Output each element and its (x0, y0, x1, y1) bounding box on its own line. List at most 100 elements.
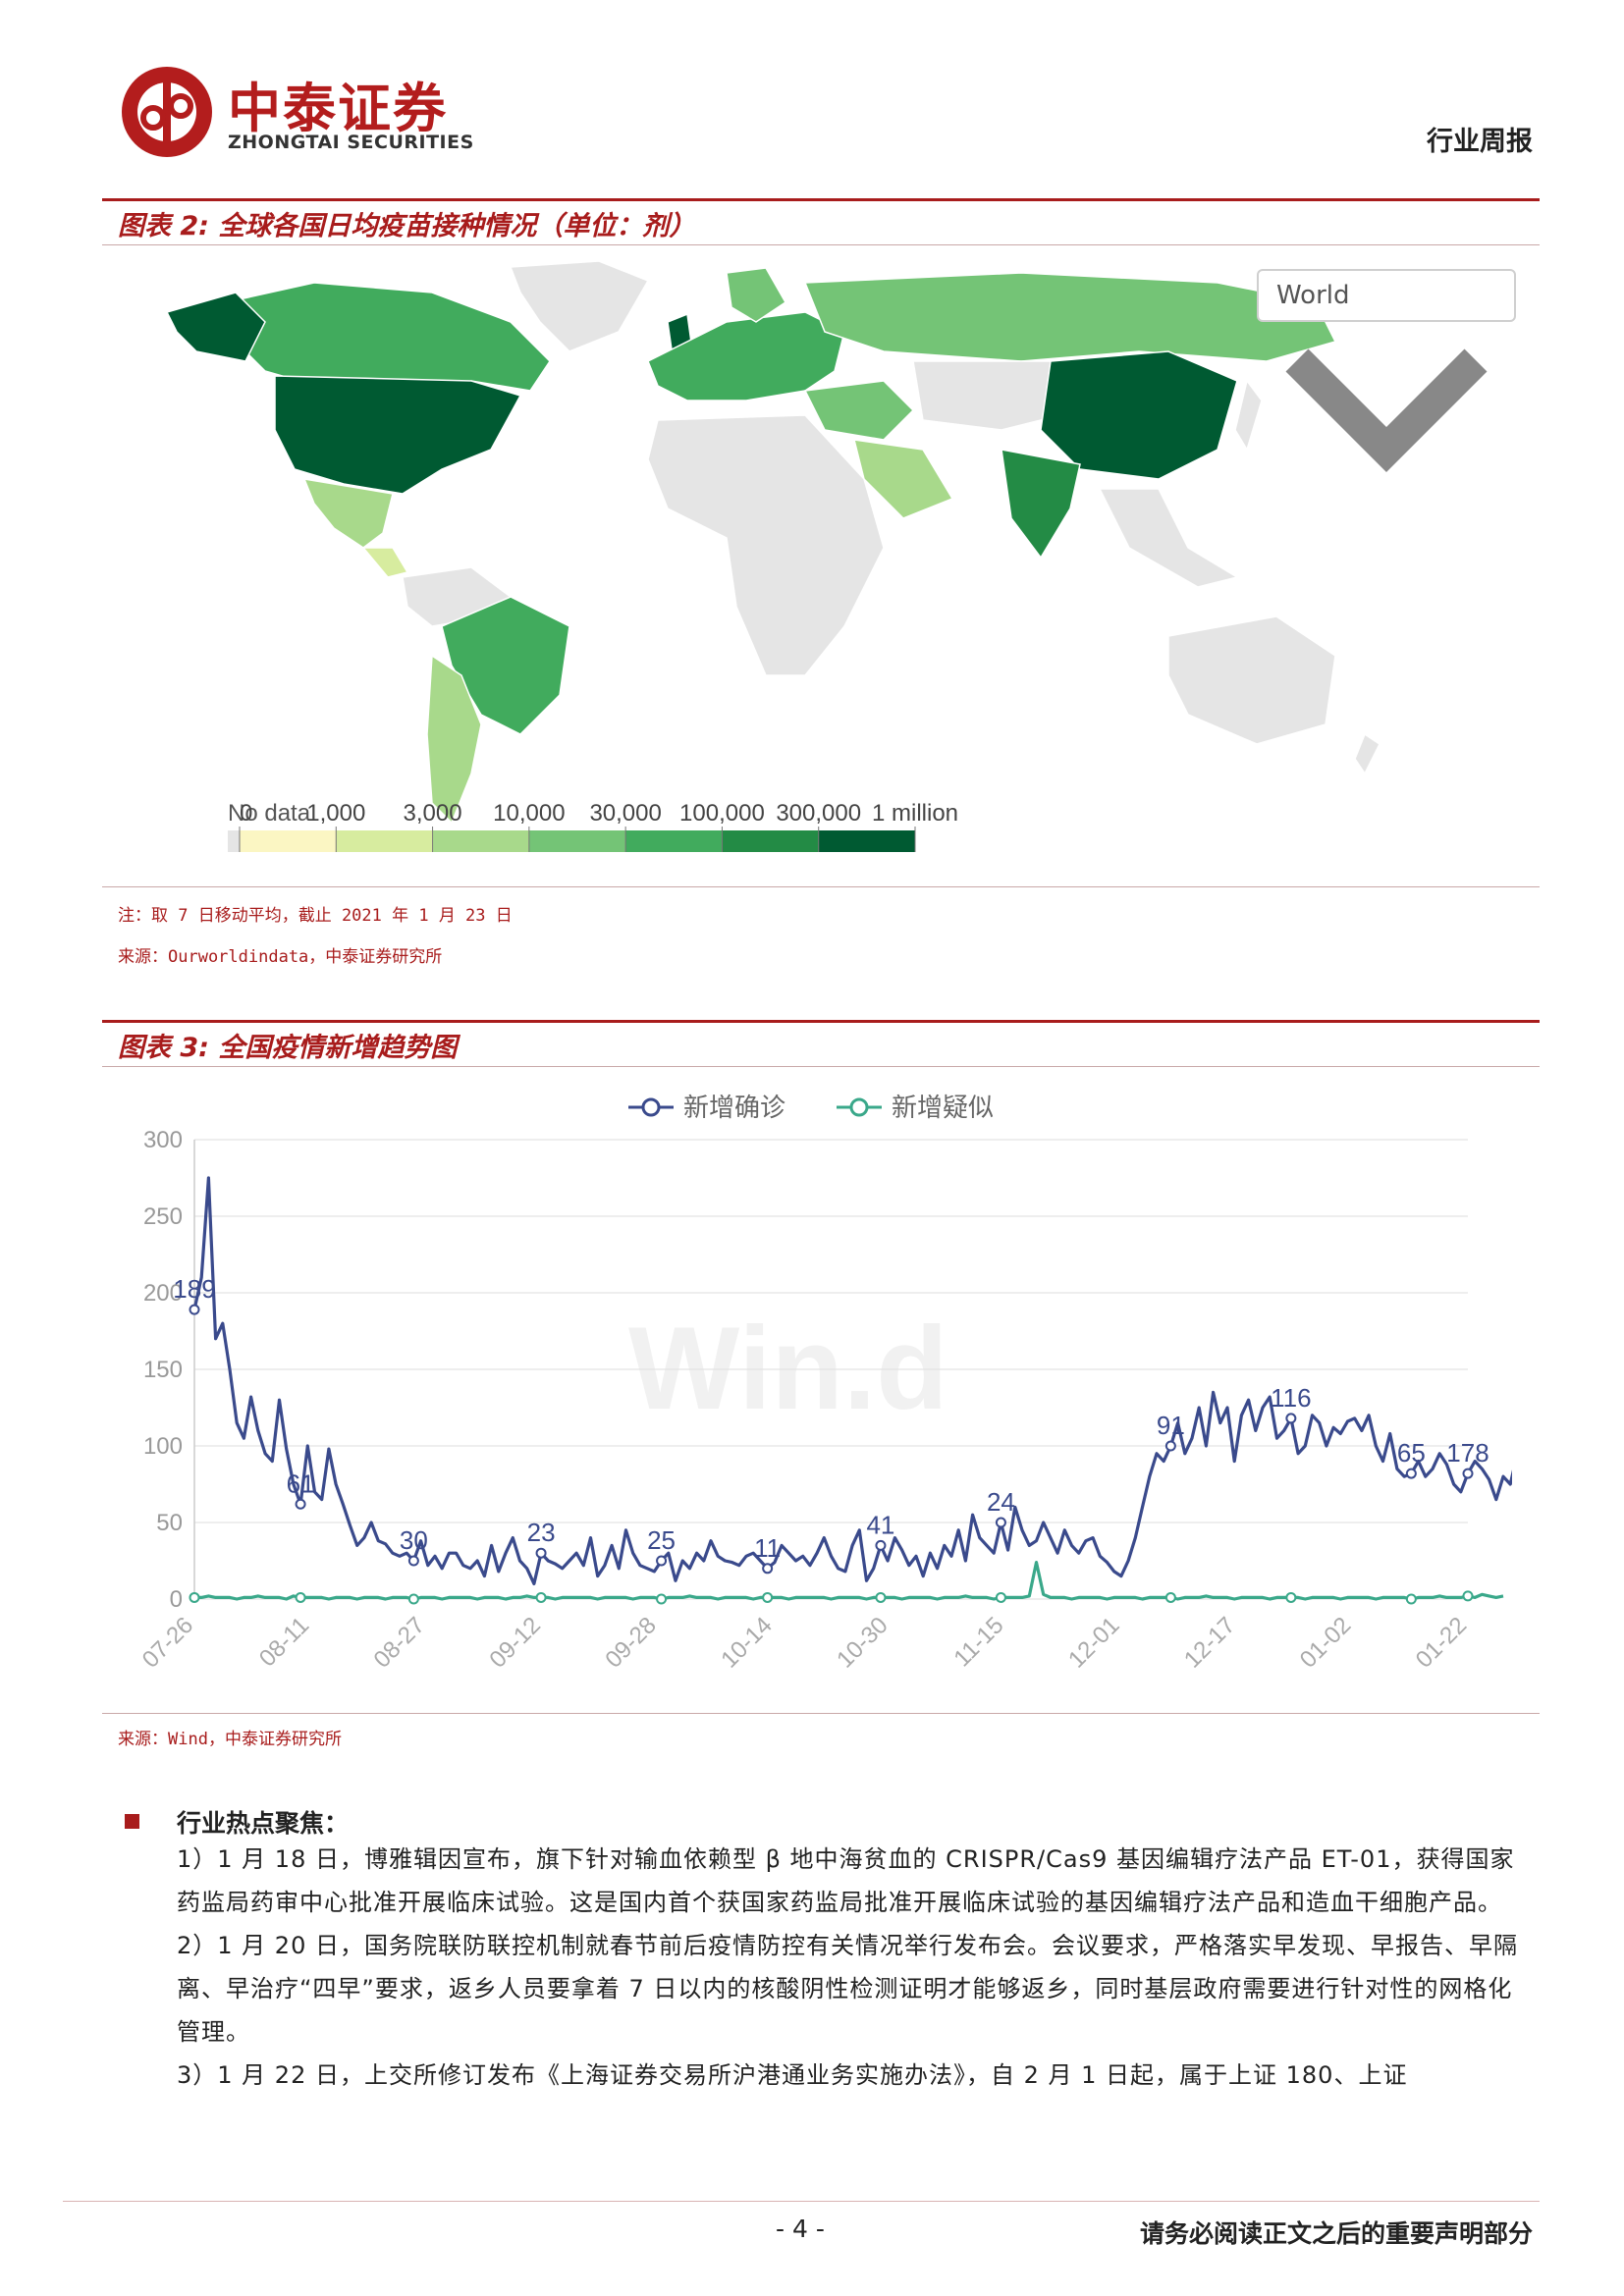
series-line-confirmed (192, 1176, 1512, 1585)
logo-english-name: ZHONGTAI SECURITIES (228, 132, 474, 153)
y-tick-label: 250 (143, 1203, 183, 1230)
epidemic-trend-chart: Win.d 0 50 100 150 200 250 300 07-26 08-11 08-27 0… (137, 1093, 1512, 1674)
x-tick-label: 01-02 (1295, 1612, 1357, 1674)
legend-bin-label: 30,000 (589, 800, 661, 827)
divider (102, 1713, 1540, 1714)
data-label: 24 (987, 1487, 1015, 1517)
data-label: 25 (647, 1525, 676, 1555)
x-tick-label: 01-22 (1411, 1612, 1473, 1674)
map-region-southeast-asia (1098, 488, 1239, 588)
disclaimer: 请务必阅读正文之后的重要声明部分 (1139, 2219, 1533, 2248)
data-point-marker (762, 1591, 774, 1603)
map-region-australia (1167, 615, 1336, 745)
data-point-marker (535, 1591, 547, 1603)
y-tick-label: 300 (143, 1127, 183, 1153)
bullet-icon (125, 1814, 139, 1829)
region-selector[interactable]: World (1257, 269, 1516, 472)
x-tick-label: 12-17 (1179, 1612, 1241, 1674)
data-point-marker (995, 1517, 1006, 1528)
legend-no-data-label: No data (228, 800, 311, 827)
map-region-scandinavia (726, 267, 786, 323)
data-point-marker (189, 1591, 200, 1603)
legend-color-swatch (432, 830, 529, 852)
world-vaccination-map: No data 0 1,000 3,000 10,000 30,000 100,000 30… (165, 260, 1380, 852)
data-point-marker (1164, 1591, 1176, 1603)
map-region-usa (274, 375, 522, 495)
data-label: 61 (287, 1468, 315, 1498)
x-tick-label: 12-01 (1063, 1612, 1125, 1674)
legend-bin-label: 100,000 (679, 800, 765, 827)
map-region-new-zealand (1354, 732, 1380, 775)
document-type: 行业周报 (1427, 127, 1533, 157)
legend-series-label: 新增确诊 (683, 1093, 785, 1122)
legend-marker-icon (849, 1097, 869, 1117)
map-region-canada (225, 282, 551, 401)
hot-topic-item: 1）1 月 18 日，博雅辑因宣布，旗下针对输血依赖型 β 地中海贫血的 CRI… (177, 1845, 1515, 1916)
data-label: 178 (1446, 1438, 1489, 1468)
map-region-alaska (165, 292, 266, 362)
data-label: 116 (1271, 1383, 1311, 1413)
data-label: 30 (400, 1525, 428, 1555)
data-point-marker (1462, 1468, 1474, 1479)
data-label: 91 (1157, 1411, 1185, 1440)
figure2-title: 图表 2: 全球各国日均疫苗接种情况（单位：剂） (118, 211, 696, 241)
divider (102, 1066, 1540, 1067)
y-tick-label: 0 (170, 1586, 183, 1613)
divider (102, 886, 1540, 887)
map-region-china (1040, 350, 1238, 480)
figure2-note: 注：取 7 日移动平均，截止 2021 年 1 月 23 日 (118, 906, 513, 926)
map-region-japan (1234, 379, 1263, 452)
divider (102, 1020, 1540, 1023)
hot-topics-list: 1）1 月 18 日，博雅辑因宣布，旗下针对输血依赖型 β 地中海贫血的 CRI… (177, 1838, 1522, 2097)
data-point-marker (875, 1539, 887, 1551)
logo-chinese-name: 中泰证券 (228, 78, 448, 139)
x-tick-label: 10-14 (716, 1612, 778, 1674)
data-point-marker (762, 1563, 774, 1575)
legend-bin-label: 300,000 (776, 800, 861, 827)
legend-series-label: 新增疑似 (892, 1093, 994, 1122)
figure2-source: 来源：Ourworldindata，中泰证券研究所 (118, 947, 443, 967)
chart-watermark: Win.d (628, 1303, 948, 1434)
series-line-suspected (194, 1561, 1504, 1601)
data-point-marker (1462, 1590, 1474, 1602)
map-region-middle-east (803, 380, 915, 441)
legend-color-swatch (336, 830, 433, 852)
hot-topic-item: 3）1 月 22 日，上交所修订发布《上海证券交易所沪港通业务实施办法》，自 2… (177, 2061, 1408, 2089)
data-label: 11 (754, 1533, 781, 1563)
data-point-marker (875, 1591, 887, 1603)
data-point-marker (656, 1593, 668, 1605)
legend-color-swatch (625, 830, 723, 852)
y-tick-label: 100 (143, 1433, 183, 1460)
data-point-marker (295, 1591, 306, 1603)
data-point-marker (1285, 1591, 1297, 1603)
divider (102, 198, 1540, 201)
map-region-africa (647, 414, 885, 676)
data-point-marker (407, 1555, 419, 1567)
divider (102, 244, 1540, 245)
map-region-india (1001, 449, 1081, 560)
company-logo-icon (122, 67, 212, 157)
data-point-marker (995, 1591, 1006, 1603)
data-point-marker (1164, 1440, 1176, 1452)
data-label: 189 (173, 1274, 215, 1304)
data-point-marker (189, 1304, 200, 1315)
y-tick-label: 150 (143, 1357, 183, 1383)
x-tick-label: 09-12 (484, 1612, 546, 1674)
data-point-marker (1405, 1468, 1417, 1479)
y-tick-label: 50 (156, 1510, 183, 1536)
page-number: - 4 - (776, 2215, 825, 2243)
data-point-marker (407, 1593, 419, 1605)
y-tick-label: 200 (143, 1280, 183, 1307)
legend-color-swatch (722, 830, 819, 852)
chevron-down-icon (1285, 348, 1488, 472)
footer-divider (63, 2201, 1540, 2202)
data-point-marker (1405, 1593, 1417, 1605)
data-label: 65 (1397, 1438, 1426, 1468)
map-region-central-america (361, 547, 409, 578)
map-region-central-asia (912, 360, 1082, 431)
map-region-greenland (509, 260, 650, 352)
figure3-source: 来源：Wind，中泰证券研究所 (118, 1730, 342, 1749)
section-heading: 行业热点聚焦： (177, 1809, 350, 1838)
legend-bin-label: 1,000 (306, 800, 365, 827)
data-point-marker (295, 1498, 306, 1510)
